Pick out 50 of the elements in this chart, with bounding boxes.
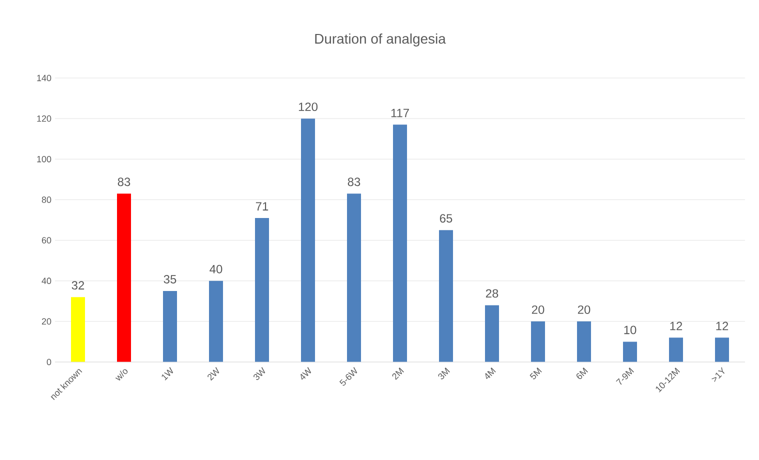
data-label: 117: [391, 108, 409, 118]
data-label: 40: [210, 264, 222, 274]
y-tick-label: 60: [42, 237, 52, 244]
data-label: 71: [256, 202, 268, 210]
x-tick-label: >1Y: [712, 367, 725, 382]
data-label: 120: [298, 102, 318, 112]
x-tick-label: 2W: [208, 367, 220, 381]
bar: [347, 194, 362, 362]
x-tick-label: 4M: [485, 367, 496, 380]
bar: [485, 305, 500, 362]
x-tick-label: 5M: [530, 367, 542, 380]
y-tick-label: 140: [37, 74, 52, 82]
bar: [669, 338, 684, 362]
bar: [531, 321, 546, 362]
x-tick-label: 3W: [254, 367, 266, 380]
bar: [71, 297, 85, 362]
bar: [439, 230, 454, 362]
data-label: 20: [578, 305, 590, 314]
data-label: 83: [348, 178, 360, 186]
x-tick-label: 6M: [576, 368, 588, 380]
data-label: 28: [486, 289, 498, 298]
x-tick-label: w/o: [115, 369, 128, 381]
data-label: 32: [72, 281, 84, 290]
data-label: 12: [716, 322, 728, 330]
y-tick-label: 40: [42, 278, 52, 284]
data-label: 12: [670, 322, 682, 330]
data-label: 83: [118, 178, 130, 186]
x-tick-label: 1W: [162, 366, 174, 380]
data-label: 65: [440, 214, 452, 223]
bar: [209, 280, 224, 362]
chart-title: Duration of analgesia: [315, 33, 446, 46]
y-tick-label: 80: [42, 196, 52, 203]
y-tick-label: 0: [46, 358, 52, 366]
data-label: 20: [532, 305, 544, 314]
x-tick-label: 3M: [438, 368, 450, 380]
bar: [623, 342, 638, 362]
x-tick-label: 4W: [300, 366, 312, 380]
bar: [301, 118, 316, 362]
y-tick-label: 20: [42, 318, 52, 325]
bar: [255, 218, 270, 362]
x-tick-label: 2M: [392, 368, 404, 380]
data-label: 35: [164, 275, 176, 284]
bar: [577, 321, 592, 362]
bar: [163, 291, 177, 362]
y-tick-label: 100: [37, 156, 52, 162]
data-label: 10: [624, 326, 636, 334]
bar: [715, 338, 730, 362]
bar: [393, 124, 408, 362]
y-tick-label: 120: [37, 115, 52, 122]
bar: [117, 194, 131, 362]
